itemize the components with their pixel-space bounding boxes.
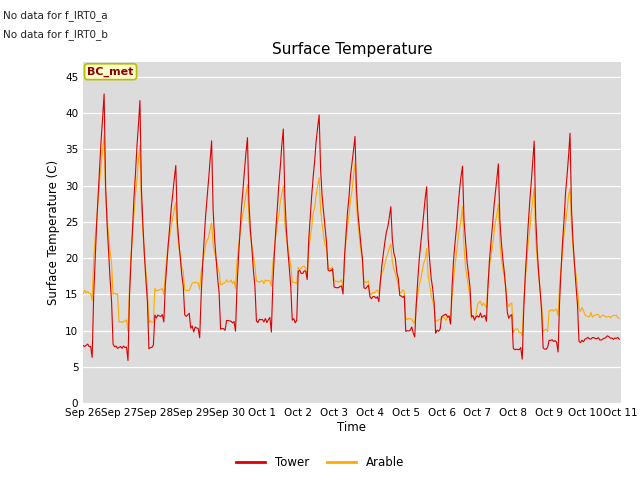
X-axis label: Time: Time <box>337 421 367 434</box>
Title: Surface Temperature: Surface Temperature <box>272 42 432 57</box>
Text: No data for f_IRT0_a: No data for f_IRT0_a <box>3 10 108 21</box>
Legend: Tower, Arable: Tower, Arable <box>231 452 409 474</box>
Text: BC_met: BC_met <box>88 67 134 77</box>
Y-axis label: Surface Temperature (C): Surface Temperature (C) <box>47 160 60 305</box>
Text: No data for f_IRT0_b: No data for f_IRT0_b <box>3 29 108 40</box>
